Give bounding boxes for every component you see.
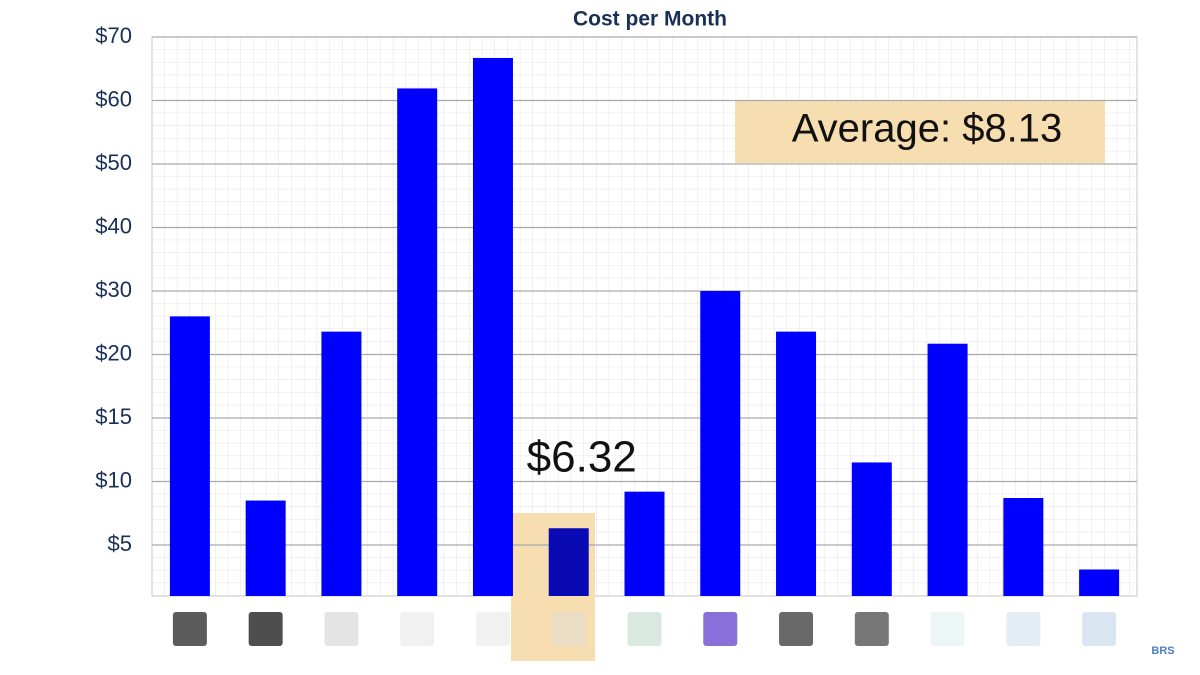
y-tick-label: $10 bbox=[95, 467, 132, 492]
bar bbox=[927, 343, 968, 596]
product-image bbox=[1006, 612, 1041, 646]
product-image bbox=[172, 612, 207, 646]
annotation-box bbox=[735, 100, 1105, 163]
bar bbox=[472, 57, 513, 596]
product-image bbox=[1082, 612, 1117, 646]
bar bbox=[776, 331, 817, 596]
bar bbox=[397, 88, 438, 596]
chart-title: Cost per Month bbox=[573, 8, 727, 31]
y-tick-label: $15 bbox=[95, 404, 132, 429]
bar bbox=[851, 462, 892, 596]
product-image bbox=[627, 612, 662, 646]
bar bbox=[1003, 498, 1044, 596]
product-image bbox=[324, 612, 359, 646]
y-tick-label: $40 bbox=[95, 213, 132, 238]
y-tick-label: $30 bbox=[95, 277, 132, 302]
product-image bbox=[854, 612, 889, 646]
bar bbox=[700, 291, 741, 596]
bar bbox=[548, 528, 589, 596]
product-image bbox=[551, 612, 586, 646]
y-tick-label: $60 bbox=[95, 86, 132, 111]
bar bbox=[169, 316, 210, 596]
product-image bbox=[400, 612, 435, 646]
annotation: Average: $8.13 bbox=[792, 107, 1063, 151]
bar bbox=[321, 331, 362, 596]
y-tick-label: $20 bbox=[95, 340, 132, 365]
y-tick-label: $5 bbox=[108, 531, 132, 556]
bar bbox=[624, 491, 665, 596]
product-image bbox=[248, 612, 283, 646]
value-label: $6.32 bbox=[527, 433, 637, 482]
product-image bbox=[779, 612, 814, 646]
y-tick-label: $50 bbox=[95, 150, 132, 175]
bar bbox=[245, 500, 286, 596]
product-image bbox=[475, 612, 510, 646]
logo: BRS bbox=[1151, 645, 1174, 657]
product-image bbox=[703, 612, 738, 646]
bar bbox=[1079, 569, 1120, 596]
y-tick-label: $70 bbox=[95, 23, 132, 48]
product-image bbox=[930, 612, 965, 646]
